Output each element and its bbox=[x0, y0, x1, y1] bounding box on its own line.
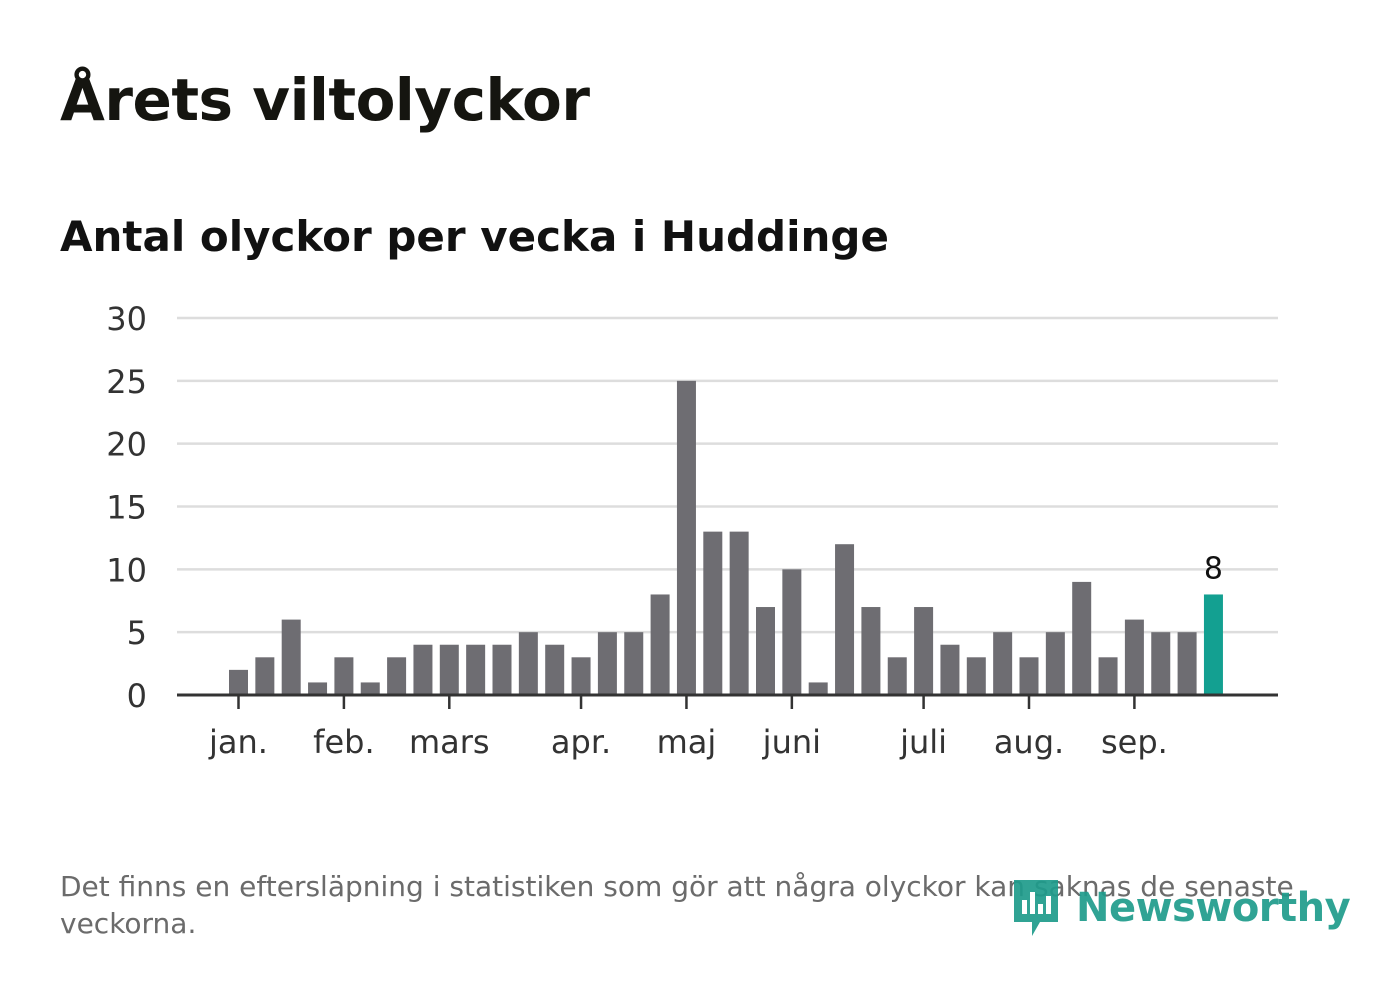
bar bbox=[756, 607, 775, 695]
bar bbox=[518, 632, 538, 695]
bar bbox=[966, 657, 986, 695]
month-label: sep. bbox=[1101, 723, 1168, 761]
newsworthy-logo: Newsworthy bbox=[1010, 876, 1351, 940]
month-label: mars bbox=[409, 723, 490, 761]
bar bbox=[571, 657, 591, 695]
bar bbox=[1098, 657, 1118, 695]
data-label: 8 bbox=[1204, 551, 1223, 586]
bar bbox=[887, 657, 907, 695]
bar bbox=[229, 669, 248, 695]
bar bbox=[808, 682, 828, 695]
bar bbox=[492, 644, 512, 695]
month-label: juni bbox=[762, 723, 821, 761]
bar bbox=[545, 644, 565, 695]
bar bbox=[861, 607, 881, 695]
newsworthy-logo-icon bbox=[1014, 880, 1058, 936]
chart-title: Årets viltolyckor bbox=[60, 66, 590, 134]
bar bbox=[782, 569, 802, 695]
month-label: aug. bbox=[994, 723, 1064, 761]
bar bbox=[1019, 657, 1039, 695]
chart-subtitle: Antal olyckor per vecka i Huddinge bbox=[60, 212, 889, 261]
bar bbox=[281, 619, 301, 695]
bar bbox=[255, 657, 275, 695]
month-label: juli bbox=[899, 723, 947, 761]
labels: 0 5 10 15 20 25 30 jan. feb. mars apr. maj juni juli a… bbox=[106, 300, 1223, 761]
bar bbox=[413, 644, 433, 695]
bar bbox=[993, 632, 1013, 695]
y-tick-label: 0 bbox=[127, 677, 147, 715]
bar bbox=[729, 531, 749, 695]
bar bbox=[1177, 632, 1197, 695]
bar bbox=[914, 607, 934, 695]
bar bbox=[387, 657, 407, 695]
bar bbox=[308, 682, 328, 695]
bar bbox=[1124, 619, 1144, 695]
bar bbox=[703, 531, 723, 695]
bar bbox=[1072, 581, 1092, 695]
y-tick-label: 15 bbox=[106, 489, 147, 527]
bar bbox=[1151, 632, 1171, 695]
bar bbox=[360, 682, 380, 695]
month-label: jan. bbox=[208, 723, 268, 761]
bar bbox=[439, 644, 459, 695]
bar bbox=[624, 632, 644, 695]
x-axis bbox=[177, 693, 1278, 709]
y-tick-label: 30 bbox=[106, 300, 147, 338]
footnote: Det finns en eftersläpning i statistiken… bbox=[60, 870, 1294, 940]
month-label: feb. bbox=[313, 723, 374, 761]
bar bbox=[650, 594, 670, 695]
y-tick-label: 5 bbox=[127, 614, 147, 652]
bar bbox=[940, 644, 960, 695]
month-label: apr. bbox=[551, 723, 611, 761]
y-tick-label: 25 bbox=[106, 363, 147, 401]
bar bbox=[597, 632, 617, 695]
gridlines bbox=[177, 316, 1278, 634]
bar bbox=[466, 644, 486, 695]
bar bbox=[1045, 632, 1065, 695]
month-label: maj bbox=[657, 723, 717, 761]
y-tick-label: 10 bbox=[106, 551, 147, 589]
bar bbox=[835, 544, 855, 695]
y-tick-label: 20 bbox=[106, 426, 147, 464]
bars bbox=[229, 380, 1223, 695]
bar bbox=[676, 380, 696, 695]
bar bbox=[334, 657, 354, 695]
brand-name: Newsworthy bbox=[1076, 885, 1351, 931]
bar-highlight bbox=[1203, 594, 1223, 695]
